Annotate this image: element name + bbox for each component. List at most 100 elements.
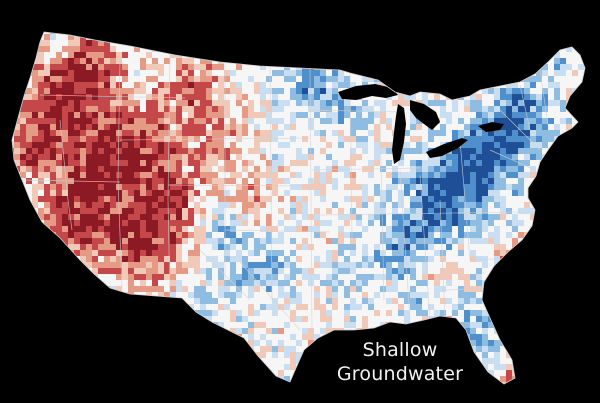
- county-cell: [470, 100, 476, 106]
- county-cell: [146, 166, 152, 172]
- county-cell: [578, 202, 584, 208]
- county-cell: [296, 340, 302, 346]
- county-cell: [530, 94, 536, 100]
- county-cell: [110, 160, 116, 166]
- county-cell: [122, 88, 128, 94]
- county-cell: [80, 340, 86, 346]
- county-cell: [128, 388, 134, 394]
- county-cell: [470, 256, 476, 262]
- county-cell: [38, 118, 44, 124]
- county-cell: [416, 124, 422, 130]
- county-cell: [248, 280, 254, 286]
- county-cell: [62, 262, 68, 268]
- county-cell: [248, 118, 254, 124]
- county-cell: [116, 220, 122, 226]
- county-cell: [152, 250, 158, 256]
- county-cell: [416, 184, 422, 190]
- county-cell: [278, 370, 284, 376]
- county-cell: [350, 208, 356, 214]
- county-cell: [68, 100, 74, 106]
- county-cell: [284, 76, 290, 82]
- county-cell: [92, 256, 98, 262]
- county-cell: [320, 304, 326, 310]
- county-cell: [224, 232, 230, 238]
- county-cell: [68, 364, 74, 370]
- county-cell: [242, 94, 248, 100]
- county-cell: [104, 262, 110, 268]
- county-cell: [488, 388, 494, 394]
- county-cell: [548, 238, 554, 244]
- county-cell: [80, 382, 86, 384]
- county-cell: [560, 70, 566, 76]
- county-cell: [464, 388, 470, 394]
- county-cell: [470, 148, 476, 154]
- county-cell: [242, 208, 248, 214]
- county-cell: [290, 226, 296, 232]
- county-cell: [200, 328, 206, 334]
- county-cell: [212, 142, 218, 148]
- county-cell: [242, 376, 248, 382]
- county-cell: [512, 106, 518, 112]
- county-cell: [104, 256, 110, 262]
- county-cell: [122, 268, 128, 274]
- county-cell: [344, 316, 350, 322]
- county-cell: [464, 64, 470, 70]
- county-cell: [482, 154, 488, 160]
- county-cell: [428, 226, 434, 232]
- county-cell: [14, 106, 20, 112]
- county-cell: [242, 364, 248, 370]
- county-cell: [290, 112, 296, 118]
- county-cell: [368, 40, 374, 46]
- county-cell: [512, 190, 518, 196]
- county-cell: [572, 190, 578, 196]
- county-cell: [392, 280, 398, 286]
- county-cell: [218, 364, 224, 370]
- county-cell: [320, 220, 326, 226]
- county-cell: [206, 178, 212, 184]
- county-cell: [44, 358, 50, 364]
- county-cell: [560, 238, 566, 244]
- county-cell: [284, 352, 290, 358]
- county-cell: [332, 250, 338, 256]
- county-cell: [98, 178, 104, 184]
- county-cell: [242, 190, 248, 196]
- county-cell: [20, 352, 26, 358]
- county-cell: [272, 262, 278, 268]
- county-cell: [14, 58, 20, 64]
- county-cell: [224, 304, 230, 310]
- county-cell: [488, 196, 494, 202]
- county-cell: [566, 118, 572, 124]
- county-cell: [470, 214, 476, 220]
- county-cell: [134, 238, 140, 244]
- county-cell: [12, 112, 14, 118]
- county-cell: [362, 142, 368, 148]
- county-cell: [284, 262, 290, 268]
- county-cell: [416, 310, 422, 316]
- county-cell: [128, 292, 134, 298]
- county-cell: [284, 124, 290, 130]
- county-cell: [572, 142, 578, 148]
- county-cell: [542, 124, 548, 130]
- county-cell: [272, 118, 278, 124]
- county-cell: [374, 310, 380, 316]
- county-cell: [146, 208, 152, 214]
- county-cell: [470, 106, 476, 112]
- county-cell: [182, 148, 188, 154]
- county-cell: [410, 232, 416, 238]
- county-cell: [428, 130, 434, 136]
- county-cell: [182, 346, 188, 352]
- county-cell: [152, 316, 158, 322]
- county-cell: [26, 346, 32, 352]
- county-cell: [404, 40, 410, 46]
- county-cell: [542, 46, 548, 52]
- county-cell: [320, 178, 326, 184]
- county-cell: [122, 106, 128, 112]
- county-cell: [68, 322, 74, 328]
- county-cell: [158, 142, 164, 148]
- county-cell: [440, 238, 446, 244]
- county-cell: [536, 76, 542, 82]
- county-cell: [416, 160, 422, 166]
- county-cell: [206, 280, 212, 286]
- county-cell: [500, 100, 506, 106]
- county-cell: [584, 100, 585, 106]
